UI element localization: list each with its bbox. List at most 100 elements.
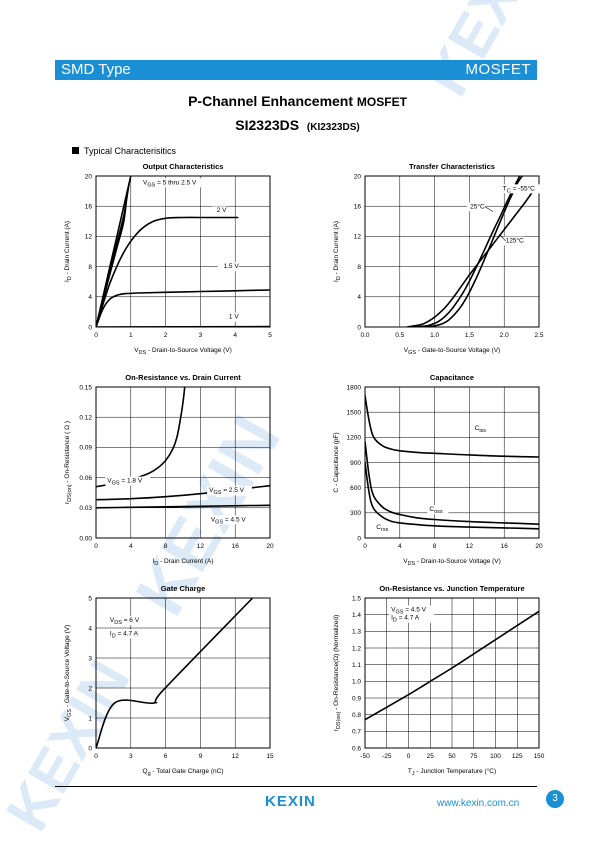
- x-tick-label: 20: [266, 543, 274, 550]
- x-tick-label: 8: [164, 543, 168, 550]
- y-tick-label: 1.1: [352, 662, 361, 669]
- label-bg: [140, 178, 210, 188]
- series-annotation: 25°C: [470, 202, 485, 210]
- y-tick-label: 16: [354, 204, 362, 211]
- x-tick-label: 15: [266, 753, 274, 760]
- label-bg: [503, 236, 525, 246]
- x-tick-label: 4: [129, 543, 133, 550]
- plot-frame: [95, 597, 271, 749]
- leader-line: [499, 233, 506, 242]
- series-annotation: VGS​ = 1.8 V: [107, 478, 143, 487]
- series-line-3: [96, 191, 129, 327]
- x-tick-label: 20: [535, 543, 543, 550]
- label-bg: [389, 605, 438, 615]
- y-tick-label: 0: [88, 324, 92, 331]
- series-annotation: Ciss​: [475, 425, 487, 434]
- x-tick-label: 6: [164, 753, 168, 760]
- y-tick-label: 12: [354, 234, 362, 241]
- x-tick-label: 12: [197, 543, 205, 550]
- header-banner: SMD Type MOSFET: [55, 60, 537, 80]
- chart-6: On-Resistance vs. Junction Temperature -5…: [333, 584, 545, 777]
- series-annotation: Crss​: [376, 524, 388, 533]
- label-bg: [212, 206, 227, 216]
- title-main: P-Channel Enhancement: [188, 93, 357, 109]
- plot-frame: [95, 386, 271, 539]
- footer-url[interactable]: www.kexin.com.cn: [437, 798, 520, 809]
- y-tick-label: 20: [85, 173, 93, 180]
- x-tick-label: 25: [427, 753, 435, 760]
- x-tick-label: 16: [232, 543, 240, 550]
- leader-line: [485, 206, 494, 212]
- label-bg: [224, 312, 239, 322]
- y-tick-label: 1.4: [352, 612, 361, 619]
- x-axis-label: VDS​ - Drain-to-Source Voltage (V): [134, 347, 232, 356]
- x-tick-label: 1.0: [430, 332, 439, 339]
- series-annotation: 2 V: [217, 207, 227, 214]
- label-bg: [105, 476, 151, 486]
- y-tick-label: 0.8: [352, 712, 361, 719]
- series-line-5: [96, 289, 270, 327]
- x-tick-label: 50: [448, 753, 456, 760]
- label-bg: [427, 505, 449, 515]
- series-annotation: TC​ = -55°C: [503, 184, 535, 194]
- x-tick-label: 1.5: [465, 332, 474, 339]
- x-tick-label: 2: [164, 332, 168, 339]
- footer-divider: [55, 786, 537, 787]
- series-line-3: [365, 462, 539, 530]
- y-tick-label: 3: [88, 655, 92, 662]
- section-label: Typical Characterisitics: [84, 146, 177, 156]
- x-tick-label: 5: [268, 332, 272, 339]
- label-bg: [208, 515, 254, 525]
- y-tick-label: 0.7: [352, 729, 361, 736]
- y-tick-label: 4: [88, 625, 92, 632]
- x-axis-label: VDS​ - Drain-to-Source Voltage (V): [403, 558, 501, 567]
- series-line-2: [413, 176, 521, 327]
- y-tick-label: 1.5: [352, 595, 361, 602]
- y-axis-label: ID​ - Drain Current (A): [64, 221, 73, 282]
- x-tick-label: 0: [94, 543, 98, 550]
- x-tick-label: 0: [94, 753, 98, 760]
- y-tick-label: 1.0: [352, 679, 361, 686]
- label-bg: [107, 616, 146, 625]
- y-tick-label: 1800: [347, 384, 362, 391]
- x-tick-label: 0: [363, 543, 367, 550]
- page-title: P-Channel Enhancement MOSFET: [0, 93, 595, 109]
- x-tick-label: -50: [360, 753, 370, 760]
- series-line-1: [96, 387, 186, 488]
- plot-frame: [95, 175, 271, 328]
- series-line-2: [365, 441, 539, 525]
- series-annotation: ID​ = 4.7 A: [391, 615, 420, 624]
- y-tick-label: 0.09: [79, 445, 92, 452]
- y-tick-label: 0.00: [79, 535, 92, 542]
- y-tick-label: 1500: [347, 409, 362, 416]
- y-tick-label: 0.12: [79, 415, 92, 422]
- y-tick-label: 8: [357, 264, 361, 271]
- section-heading: Typical Characterisitics: [72, 146, 176, 156]
- y-axis-label: ID​ - Drain Current (A): [333, 221, 342, 282]
- x-tick-label: 125: [512, 753, 523, 760]
- chart-title: Transfer Characteristics: [409, 162, 495, 171]
- y-tick-label: 1.2: [352, 645, 361, 652]
- y-axis-label: rDS(on)​ - On-Resistance(Ω) (Normalized): [333, 615, 342, 732]
- part-alt: (KI2323DS): [306, 122, 360, 133]
- x-tick-label: 4: [398, 543, 402, 550]
- y-tick-label: 2: [88, 685, 92, 692]
- y-axis-label: rDS(on)​ - On-Resistance ( Ω ): [64, 421, 73, 504]
- chart-4: Capacitance 0 4 8 12 16 20 0 300 600 900 1200 1500 18…: [333, 373, 543, 567]
- label-bg: [472, 423, 494, 433]
- x-tick-label: 100: [490, 753, 501, 760]
- y-tick-label: 8: [88, 264, 92, 271]
- y-tick-label: 600: [350, 485, 361, 492]
- series-line-3: [96, 504, 270, 509]
- banner-left-label: SMD Type: [61, 61, 131, 78]
- label-bg: [107, 629, 153, 639]
- part-number: SI2323DS (KI2323DS): [0, 117, 595, 133]
- label-bg: [500, 184, 543, 194]
- series-line-1: [365, 610, 539, 721]
- plot-frame: [364, 597, 540, 749]
- series-line-4: [96, 216, 239, 327]
- chart-2: Transfer Characteristics 0.0 0.5 1.0 1.5 2.0 2…: [333, 162, 544, 356]
- y-tick-label: 0.03: [79, 505, 92, 512]
